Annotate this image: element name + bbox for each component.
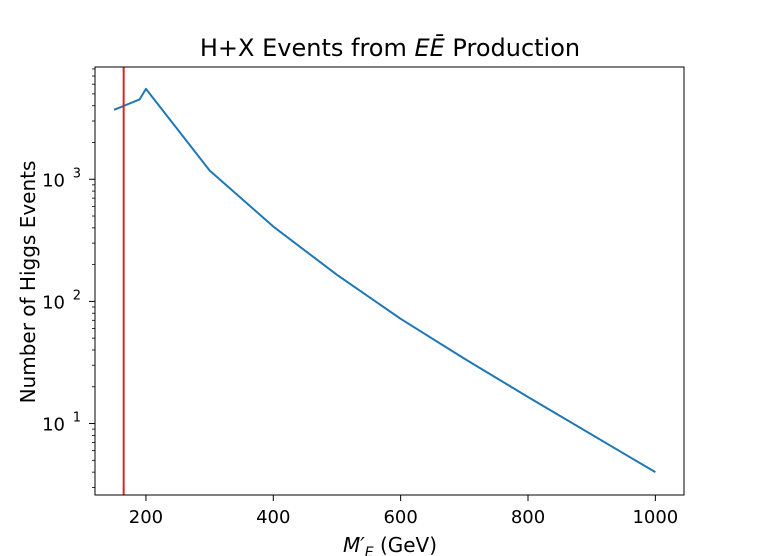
y-tick-exponent: 1 [73, 411, 81, 426]
y-tick-label: 10 [42, 415, 65, 436]
x-axis-label: M′E (GeV) [343, 533, 437, 556]
y-tick-exponent: 2 [73, 288, 81, 303]
x-axis-ticks: 200 400 600 800 1000 [129, 495, 678, 528]
y-tick-label: 10 [42, 170, 65, 191]
chart-title: H+X Events from EĒ Production [200, 33, 580, 62]
y-axis-ticks: 10 1 10 2 10 3 [42, 68, 95, 488]
x-tick-label: 600 [383, 507, 417, 528]
data-layer [113, 67, 656, 495]
x-tick-label: 400 [256, 507, 290, 528]
x-tick-label: 200 [129, 507, 163, 528]
y-tick-exponent: 3 [73, 166, 81, 181]
x-tick-label: 1000 [632, 507, 678, 528]
x-tick-label: 800 [511, 507, 545, 528]
y-axis-label: Number of Higgs Events [16, 161, 40, 404]
y-tick-label: 10 [42, 292, 65, 313]
series-line-0 [113, 87, 656, 474]
title-math: EĒ [414, 33, 445, 62]
axes-frame [94, 66, 685, 496]
